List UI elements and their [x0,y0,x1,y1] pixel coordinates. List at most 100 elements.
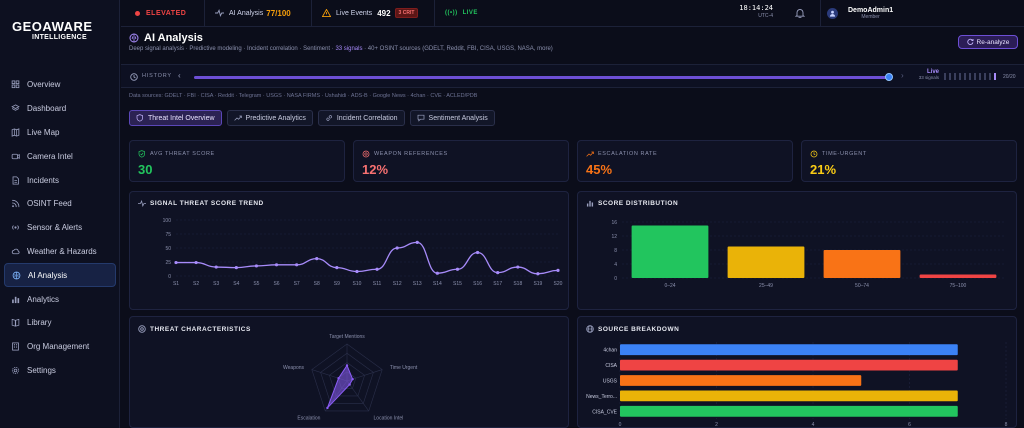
trend-point[interactable] [556,268,560,272]
history-tick[interactable] [964,73,966,80]
sidebar-nav: Overview Dashboard Live Map Camera Intel Inc… [4,73,116,382]
trend-point[interactable] [174,260,178,265]
trend-point[interactable] [496,271,500,275]
sidebar-item-camera-intel[interactable]: Camera Intel [4,144,116,168]
history-live: Live 33 signals [911,69,939,80]
source-bar[interactable] [620,390,958,402]
ai-score-indicator[interactable]: AI Analysis 77/100 [205,0,312,27]
reanalyze-button[interactable]: Re-analyze [958,35,1018,49]
trend-line [175,241,559,275]
x-tick-label: S15 [453,281,462,287]
user-menu[interactable]: DemoAdmin1 Member [820,0,903,27]
tab-threat-intel-overview[interactable]: Threat Intel Overview [129,110,222,126]
radar-point[interactable] [348,383,351,386]
bell-icon[interactable] [795,8,805,18]
stat-card: AVG THREAT SCORE 30 [129,140,345,182]
sidebar-item-library[interactable]: Library [4,311,116,335]
history-slider[interactable] [194,73,893,81]
gear-icon [11,366,20,375]
sidebar-item-osint-feed[interactable]: OSINT Feed [4,192,116,216]
history-tick[interactable] [954,73,956,80]
history-tick[interactable] [984,73,986,80]
subtitle-lead: Deep signal analysis · Predictive modeli… [129,46,336,52]
radar-point[interactable] [337,377,340,380]
sidebar-item-ai-analysis[interactable]: AI Analysis [4,263,116,288]
distribution-bar[interactable] [631,225,709,279]
trend-point[interactable] [295,263,299,267]
trend-point[interactable] [214,265,218,269]
logo[interactable]: GEOAWARE INTELLIGENCE [12,20,112,42]
source-bar[interactable] [620,359,958,371]
threat-level-indicator[interactable]: ELEVATED [121,0,205,27]
trend-point[interactable] [274,263,279,267]
history-next-button[interactable]: › [901,71,904,80]
trend-point[interactable] [194,260,198,265]
sidebar-item-settings[interactable]: Settings [4,359,116,383]
radar-point[interactable] [351,377,354,381]
sidebar-item-weather-hazards[interactable]: Weather & Hazards [4,240,116,264]
sidebar-item-incidents[interactable]: Incidents [4,168,116,192]
sidebar-item-dashboard[interactable]: Dashboard [4,97,116,121]
trend-point[interactable] [335,266,339,270]
source-bar[interactable] [620,344,958,356]
avatar [827,8,838,19]
x-tick-label: 2 [715,422,718,428]
tab-incident-correlation[interactable]: Incident Correlation [317,110,405,126]
trend-point[interactable] [375,267,379,271]
history-tick[interactable] [959,73,961,80]
trend-point[interactable] [455,267,460,271]
sidebar-item-live-map[interactable]: Live Map [4,121,116,145]
source-bar[interactable] [620,375,862,386]
x-tick-label: S12 [393,281,402,287]
stat-card: ESCALATION RATE 45% [577,140,793,182]
history-prev-button[interactable]: ‹ [178,71,181,80]
trend-point[interactable] [355,269,359,274]
radar-point[interactable] [326,406,329,410]
stat-label: TIME-URGENT [822,151,867,157]
history-tick[interactable] [989,73,991,80]
radar-axis-label: Escalation [297,416,320,422]
history-tick[interactable] [949,73,951,80]
brain-icon [12,271,21,280]
history-slider-handle[interactable] [885,73,893,81]
trend-point[interactable] [415,240,419,244]
map-icon [11,128,20,137]
source-bar[interactable] [620,405,958,417]
target-icon [362,150,370,158]
history-tick[interactable] [969,73,971,80]
distribution-bar[interactable] [727,246,805,279]
x-tick-label: S7 [294,281,300,287]
sidebar-item-analytics[interactable]: Analytics [4,287,116,311]
sidebar-item-sensor-alerts[interactable]: Sensor & Alerts [4,216,116,240]
history-tick[interactable] [994,73,996,80]
stat-label-row: AVG THREAT SCORE [138,150,215,158]
live-events-indicator[interactable]: Live Events 492 3 CRIT [312,0,435,27]
broadcast-icon: ((•)) [445,10,458,16]
history-tick[interactable] [944,73,946,80]
distribution-bar[interactable] [823,250,901,278]
trend-point[interactable] [435,271,439,275]
distribution-bar[interactable] [919,274,997,279]
x-tick-label: 0–24 [664,283,675,289]
history-tick[interactable] [979,73,981,80]
sidebar-item-overview[interactable]: Overview [4,73,116,97]
tab-sentiment-analysis[interactable]: Sentiment Analysis [409,110,495,126]
trend-point[interactable] [516,265,520,269]
trend-point[interactable] [254,264,259,268]
sidebar-item-label: Settings [27,365,56,375]
sidebar-item-org-management[interactable]: Org Management [4,335,116,359]
trend-point[interactable] [315,257,319,261]
trend-point[interactable] [395,246,399,250]
radar-point[interactable] [345,364,349,367]
subtitle-signals: 33 signals [335,46,363,52]
radar-grid [320,352,374,404]
tab-predictive-analytics[interactable]: Predictive Analytics [226,110,313,126]
stat-label: WEAPON REFERENCES [374,151,448,157]
trend-point[interactable] [475,250,480,255]
y-tick-label: 100 [163,218,172,224]
camera-icon [11,152,20,161]
history-tick[interactable] [974,73,976,80]
trend-point[interactable] [536,272,540,276]
trend-point[interactable] [234,266,238,270]
